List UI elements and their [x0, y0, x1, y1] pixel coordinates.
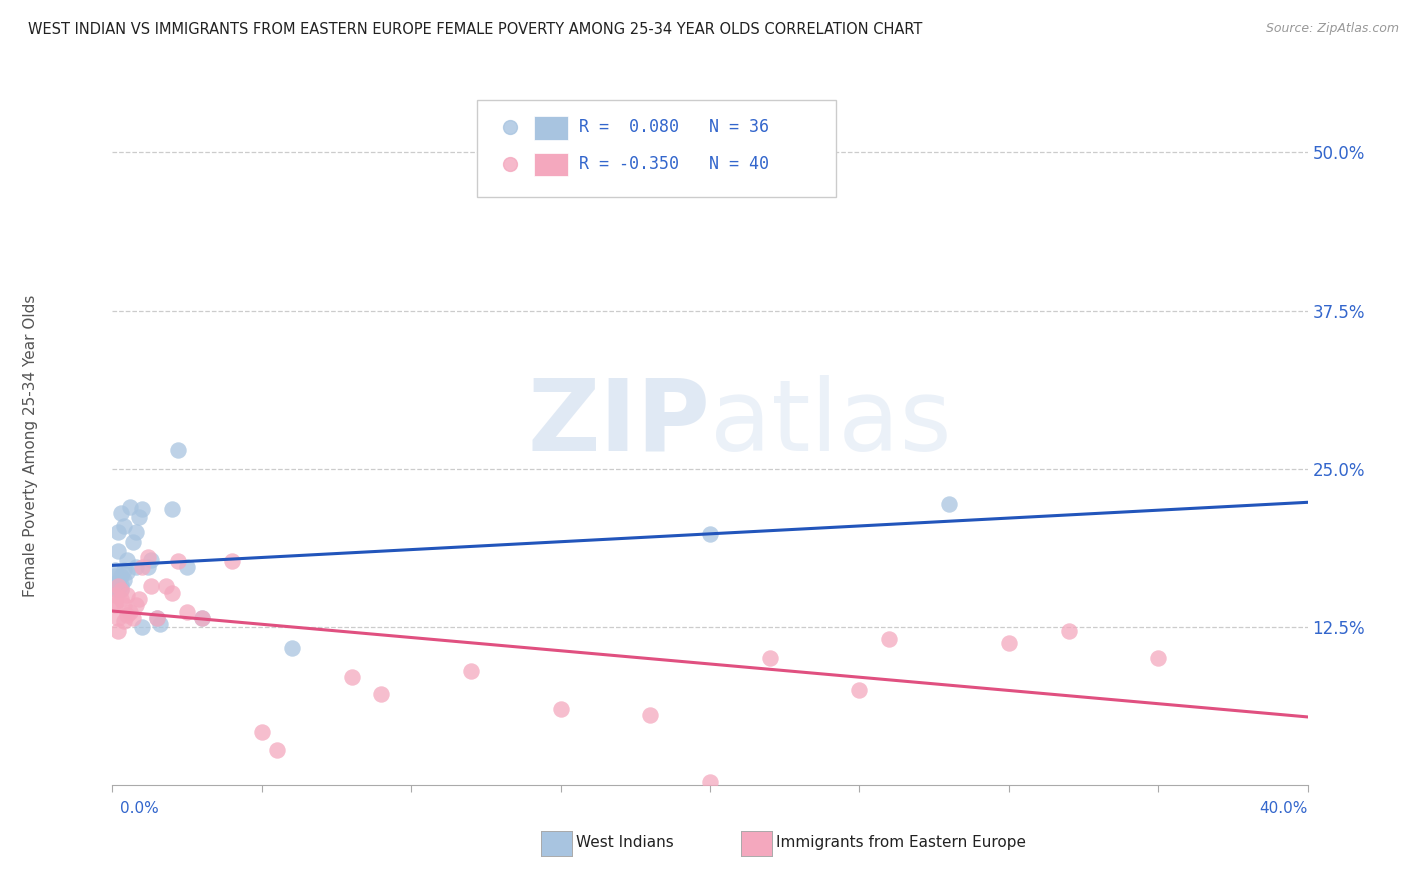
Point — [340, 670, 363, 684]
Point — [110, 592, 132, 607]
Point — [110, 583, 132, 598]
Point — [162, 585, 183, 599]
Point — [1057, 624, 1080, 638]
Point — [138, 550, 160, 565]
Point — [107, 582, 129, 596]
Point — [176, 605, 198, 619]
Point — [167, 442, 190, 457]
Point — [125, 524, 148, 539]
Point — [107, 575, 129, 590]
Text: atlas: atlas — [710, 375, 952, 472]
Point — [938, 497, 960, 511]
Point — [266, 742, 288, 756]
Point — [699, 775, 721, 789]
Point — [122, 611, 145, 625]
Bar — [534, 153, 568, 177]
Text: Source: ZipAtlas.com: Source: ZipAtlas.com — [1265, 22, 1399, 36]
Point — [699, 527, 721, 541]
FancyBboxPatch shape — [477, 100, 835, 197]
Text: West Indians: West Indians — [576, 836, 675, 850]
Point — [191, 611, 214, 625]
Text: 0.0%: 0.0% — [120, 801, 159, 816]
Point — [104, 575, 127, 590]
Point — [141, 579, 163, 593]
Point — [114, 614, 135, 628]
Point — [104, 594, 127, 608]
Point — [104, 563, 127, 577]
Point — [221, 554, 243, 568]
Point — [107, 579, 129, 593]
Point — [1147, 651, 1170, 665]
Point — [848, 683, 870, 698]
Text: Female Poverty Among 25-34 Year Olds: Female Poverty Among 25-34 Year Olds — [24, 295, 38, 597]
Point — [167, 554, 190, 568]
Point — [114, 573, 135, 587]
Point — [128, 592, 150, 607]
Point — [149, 617, 172, 632]
Point — [146, 611, 169, 625]
Point — [460, 664, 482, 678]
Point — [176, 560, 198, 574]
Text: WEST INDIAN VS IMMIGRANTS FROM EASTERN EUROPE FEMALE POVERTY AMONG 25-34 YEAR OL: WEST INDIAN VS IMMIGRANTS FROM EASTERN E… — [28, 22, 922, 37]
Point — [370, 687, 392, 701]
Text: R = -0.350   N = 40: R = -0.350 N = 40 — [579, 154, 769, 173]
Point — [120, 500, 142, 514]
Point — [104, 588, 127, 602]
Point — [114, 518, 135, 533]
Point — [114, 563, 135, 577]
Point — [107, 575, 129, 590]
Point — [128, 509, 150, 524]
Point — [110, 569, 132, 583]
Point — [110, 578, 132, 592]
Point — [141, 553, 163, 567]
Point — [117, 566, 139, 580]
Point — [191, 611, 214, 625]
Point — [281, 641, 304, 656]
Point — [117, 588, 139, 602]
Text: 40.0%: 40.0% — [1260, 801, 1308, 816]
Point — [107, 611, 129, 625]
Point — [146, 611, 169, 625]
Point — [125, 560, 148, 574]
Point — [107, 624, 129, 638]
Point — [131, 560, 153, 574]
Point — [104, 582, 127, 596]
Bar — [534, 116, 568, 140]
Point — [998, 636, 1021, 650]
Point — [638, 708, 662, 723]
Point — [114, 599, 135, 613]
Point — [550, 702, 572, 716]
Point — [131, 502, 153, 516]
Point — [110, 506, 132, 520]
Point — [162, 502, 183, 516]
Point — [104, 599, 127, 613]
Point — [107, 524, 129, 539]
Point — [110, 582, 132, 596]
Point — [759, 651, 782, 665]
Point — [131, 620, 153, 634]
Point — [107, 544, 129, 558]
Point — [117, 608, 139, 623]
Text: R =  0.080   N = 36: R = 0.080 N = 36 — [579, 119, 769, 136]
Point — [155, 579, 177, 593]
Point — [877, 632, 901, 647]
Point — [250, 724, 273, 739]
Point — [138, 560, 160, 574]
Point — [104, 569, 127, 583]
Point — [120, 605, 142, 619]
Text: Immigrants from Eastern Europe: Immigrants from Eastern Europe — [776, 836, 1026, 850]
Text: ZIP: ZIP — [527, 375, 710, 472]
Point — [125, 599, 148, 613]
Point — [117, 553, 139, 567]
Point — [122, 535, 145, 549]
